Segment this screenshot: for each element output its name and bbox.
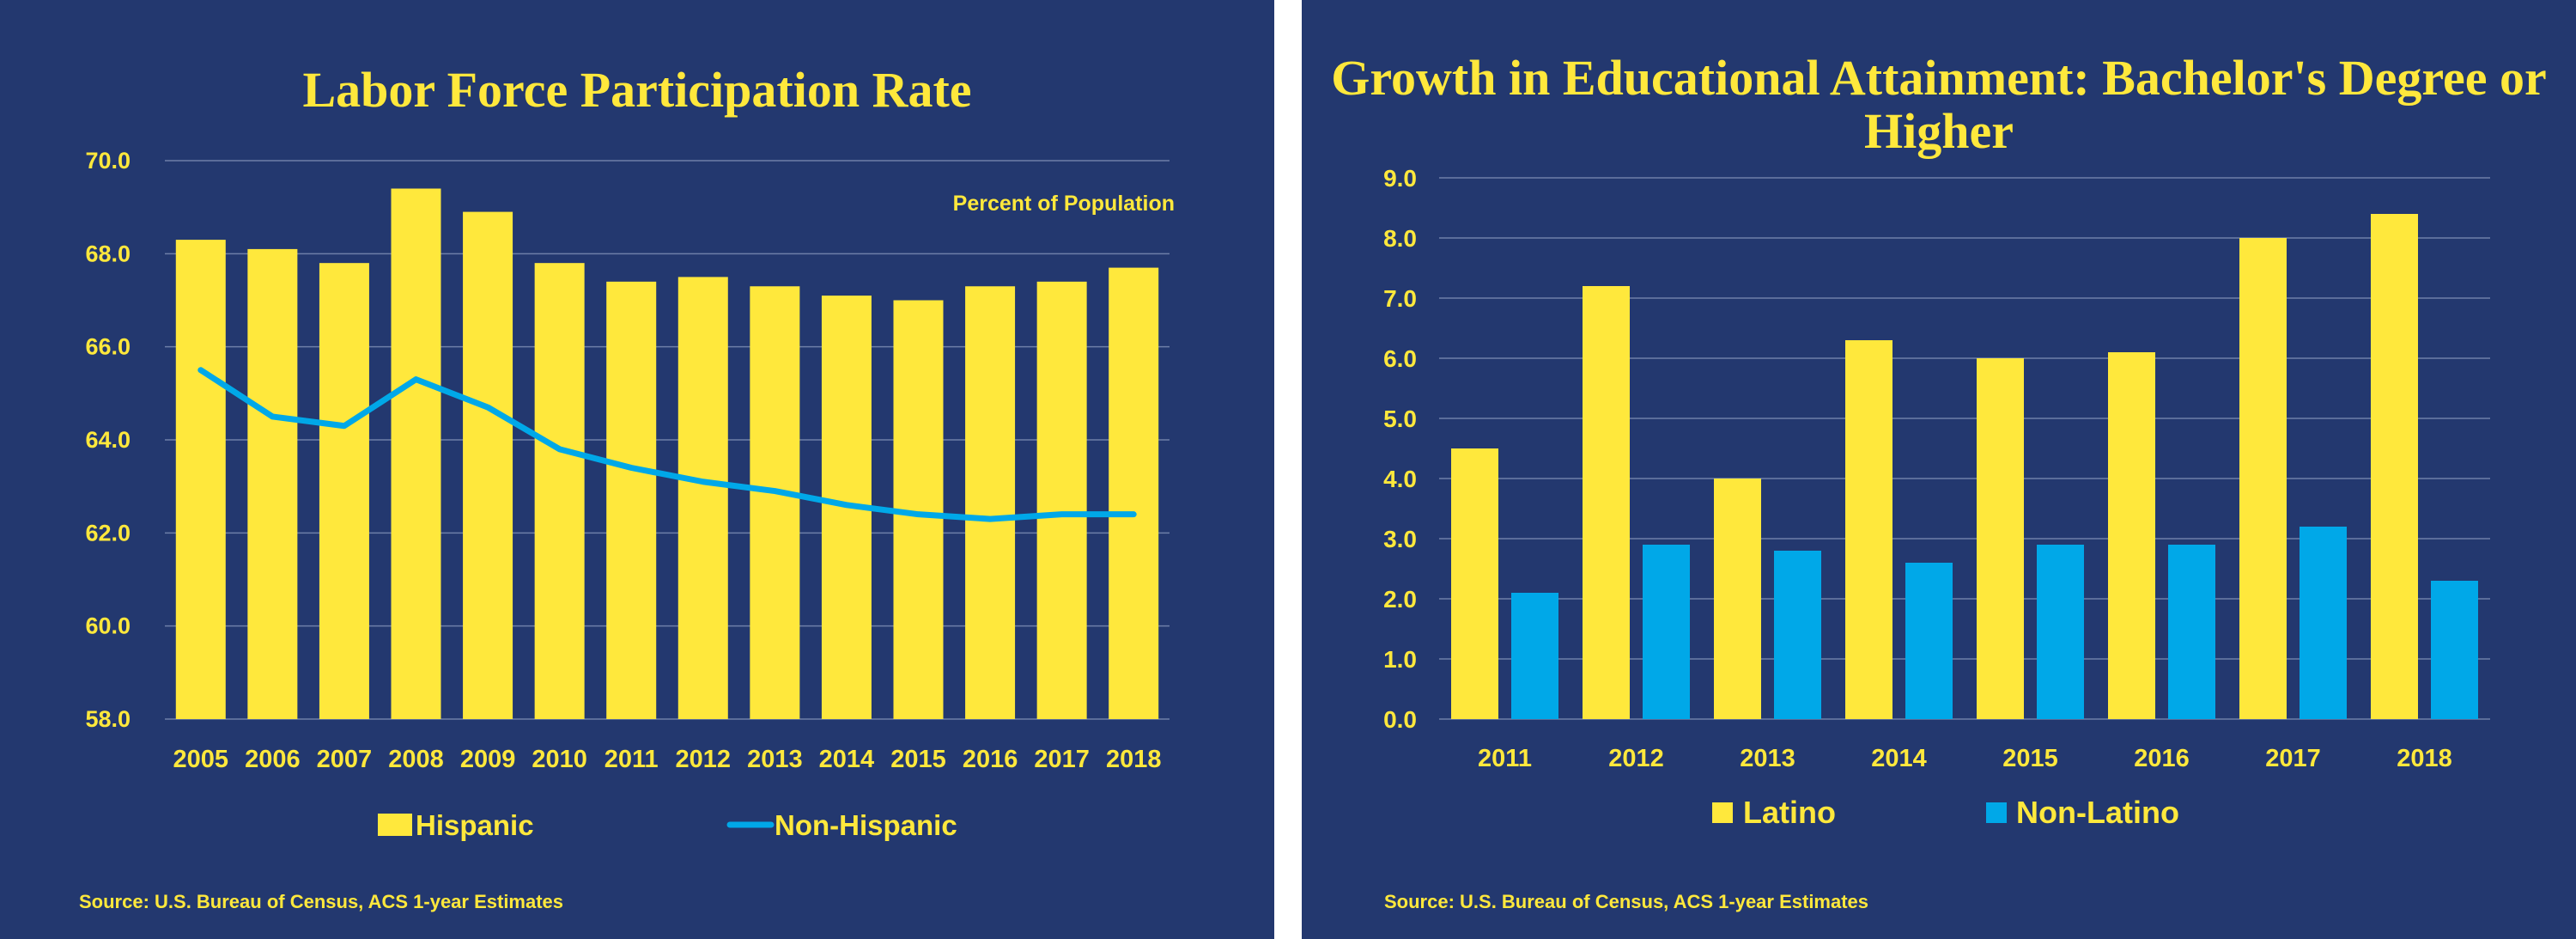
bar-non-latino — [1774, 551, 1821, 719]
y-tick-label: 7.0 — [1383, 285, 1417, 312]
bar-latino — [2108, 352, 2155, 719]
x-tick-label: 2013 — [1740, 745, 1795, 772]
y-tick-label: 2.0 — [1383, 586, 1417, 613]
chart-title: Growth in Educational Attainment: Bachel… — [1331, 50, 2547, 159]
bar-non-latino — [1643, 545, 1690, 719]
bar-non-latino — [1905, 563, 1953, 719]
bar-hispanic — [391, 188, 441, 719]
legend-label-non-latino: Non-Latino — [2016, 795, 2179, 830]
x-tick-label: 2011 — [605, 746, 659, 773]
x-tick-label: 2014 — [1871, 745, 1927, 772]
legend-swatch-non-latino — [1986, 802, 2007, 823]
x-tick-label: 2007 — [317, 746, 373, 773]
x-tick-label: 2005 — [173, 746, 229, 773]
bar-hispanic — [1109, 267, 1159, 719]
bar-hispanic — [606, 281, 657, 719]
bar-hispanic — [319, 263, 369, 720]
chart-title: Labor Force Participation Rate — [302, 62, 972, 118]
bar-hispanic — [463, 211, 513, 720]
x-tick-label: 2017 — [2265, 745, 2321, 772]
x-tick-label: 2015 — [890, 746, 946, 773]
source-note: Source: U.S. Bureau of Census, ACS 1-yea… — [1384, 891, 1869, 912]
y-tick-label: 9.0 — [1383, 165, 1417, 192]
y-tick-label: 5.0 — [1383, 405, 1417, 432]
x-tick-label: 2010 — [532, 746, 587, 773]
bar-latino — [1451, 448, 1498, 719]
bar-latino — [2239, 238, 2287, 719]
legend-label-hispanic: Hispanic — [416, 809, 534, 841]
x-tick-label: 2018 — [1106, 746, 1162, 773]
y-tick-label: 1.0 — [1383, 646, 1417, 673]
chart-annotation: Percent of Population — [953, 192, 1175, 216]
y-tick-label: 68.0 — [85, 241, 131, 266]
legend-label-latino: Latino — [1743, 795, 1836, 830]
y-tick-label: 4.0 — [1383, 466, 1417, 492]
x-tick-label: 2017 — [1034, 746, 1090, 773]
bar-non-latino — [2300, 527, 2347, 719]
bar-hispanic — [677, 277, 728, 720]
bar-non-latino — [1511, 593, 1558, 719]
y-tick-label: 58.0 — [85, 706, 131, 732]
bar-non-latino — [2168, 545, 2215, 719]
bar-hispanic — [1036, 281, 1087, 719]
x-tick-label: 2011 — [1478, 745, 1532, 772]
line-non-hispanic — [197, 367, 1137, 522]
x-tick-label: 2008 — [388, 746, 444, 773]
x-tick-label: 2016 — [963, 746, 1018, 773]
y-tick-label: 70.0 — [85, 148, 131, 174]
bar-latino — [2371, 214, 2418, 719]
bar-latino — [1583, 286, 1630, 719]
y-tick-label: 62.0 — [85, 520, 131, 546]
source-note: Source: U.S. Bureau of Census, ACS 1-yea… — [79, 891, 564, 912]
educational-attainment-chart: 0.0 1.0 2.0 3.0 4.0 5.0 6.0 7.0 8.0 9.0 2011 2012 20… — [1383, 165, 2490, 830]
bar-hispanic — [175, 240, 226, 719]
legend-label-non-hispanic: Non-Hispanic — [775, 809, 957, 841]
bar-latino — [1845, 340, 1893, 719]
bar-latino — [1714, 479, 1761, 719]
bar-non-latino — [2431, 581, 2478, 719]
bar-hispanic — [965, 286, 1016, 719]
bar-non-latino — [2037, 545, 2084, 719]
x-tick-label: 2006 — [245, 746, 301, 773]
x-tick-label: 2013 — [747, 746, 803, 773]
x-tick-label: 2014 — [819, 746, 875, 773]
y-tick-label: 66.0 — [85, 334, 131, 360]
x-tick-label: 2009 — [460, 746, 516, 773]
labor-force-chart: 58.0 60.0 62.0 64.0 66.0 68.0 70.0 2005 2006 2007… — [85, 148, 1175, 841]
legend-swatch-hispanic — [378, 814, 412, 836]
y-tick-label: 8.0 — [1383, 225, 1417, 252]
x-tick-label: 2015 — [2002, 745, 2058, 772]
right-chart-panel: Growth in Educational Attainment: Bachel… — [1302, 0, 2576, 939]
x-tick-label: 2016 — [2134, 745, 2190, 772]
y-tick-label: 3.0 — [1383, 526, 1417, 552]
legend-swatch-latino — [1712, 802, 1733, 823]
x-tick-label: 2018 — [2397, 745, 2452, 772]
y-tick-label: 0.0 — [1383, 706, 1417, 733]
bar-hispanic — [247, 248, 298, 720]
y-tick-label: 60.0 — [85, 613, 131, 639]
y-tick-label: 64.0 — [85, 427, 131, 453]
y-tick-label: 6.0 — [1383, 345, 1417, 372]
bar-hispanic — [534, 263, 585, 720]
x-tick-label: 2012 — [676, 746, 732, 773]
x-tick-label: 2012 — [1608, 745, 1664, 772]
bar-hispanic — [750, 286, 800, 719]
bar-latino — [1977, 358, 2024, 719]
left-chart-panel: Labor Force Participation Rate 58.0 60.0 6… — [0, 0, 1274, 939]
